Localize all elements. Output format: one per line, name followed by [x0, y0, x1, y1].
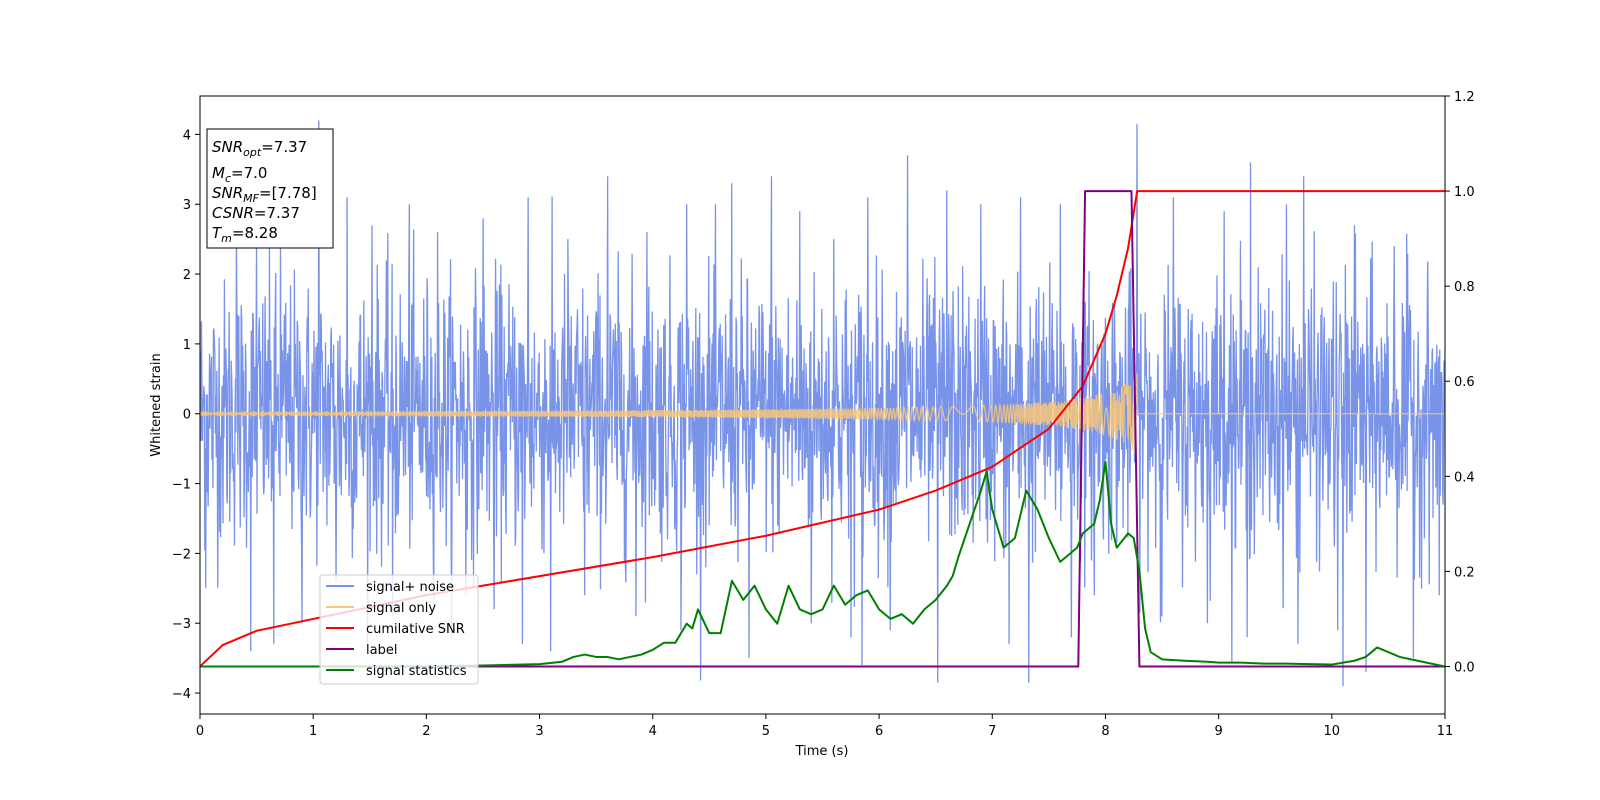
x-tick-label: 1 [309, 724, 317, 739]
signal-plus-noise-series [200, 120, 1445, 687]
signal-only-series [200, 372, 1445, 454]
x-axis-label: Time (s) [795, 744, 849, 759]
x-tick-label: 9 [1214, 724, 1222, 739]
info-snr-opt: SNRopt=7.37 [212, 138, 307, 159]
y-left-tick-label: 0 [183, 408, 191, 423]
signal-plus-noise-line [200, 120, 1445, 687]
legend-label: signal statistics [366, 664, 467, 679]
info-tm: Tm=8.28 [212, 224, 278, 245]
legend-label: label [366, 643, 397, 658]
x-tick-label: 10 [1324, 724, 1341, 739]
signal-statistics-line [200, 461, 1445, 668]
info-snr-mf: SNRMF=[7.78] [212, 184, 317, 205]
y-axis-left: −4 −3 −2 −1 0 1 2 3 4 [172, 128, 200, 702]
y-left-tick-label: −1 [172, 478, 191, 493]
y-right-tick-label: 0.2 [1454, 565, 1475, 580]
y-left-tick-label: 1 [183, 338, 191, 353]
x-tick-label: 5 [762, 724, 770, 739]
y-right-tick-label: 0.4 [1454, 470, 1475, 485]
info-csnr: CSNR=7.37 [212, 204, 300, 222]
x-tick-label: 0 [196, 724, 204, 739]
y-right-tick-label: 0.6 [1454, 375, 1475, 390]
y-right-tick-label: 0.8 [1454, 280, 1475, 295]
x-tick-label: 7 [988, 724, 996, 739]
y-left-tick-label: −2 [172, 547, 191, 562]
x-tick-label: 6 [875, 724, 883, 739]
plot-frame [199, 95, 1446, 715]
y-left-tick-label: 2 [183, 268, 191, 283]
legend-item-signal-statistics: signal statistics [326, 664, 467, 679]
info-mc: Mc=7.0 [212, 164, 267, 185]
y-left-tick-label: 4 [183, 128, 191, 143]
legend-label: cumilative SNR [366, 622, 465, 637]
legend-item-signal-noise: signal+ noise [326, 580, 454, 595]
legend-item-cumulative-snr: cumilative SNR [326, 622, 465, 637]
x-tick-label: 2 [422, 724, 430, 739]
legend-frame [319, 574, 479, 685]
label-line [200, 190, 1445, 668]
y-right-tick-label: 1.2 [1454, 90, 1475, 105]
y-left-tick-label: −4 [172, 687, 191, 702]
info-box: SNRopt=7.37 Mc=7.0 SNRMF=[7.78] CSNR=7.3… [206, 128, 334, 249]
signal-only-line [200, 372, 1445, 454]
legend-label: signal+ noise [366, 580, 454, 595]
y-right-tick-label: 0.0 [1454, 660, 1475, 675]
legend-item-label: label [326, 643, 397, 658]
x-tick-label: 8 [1101, 724, 1109, 739]
legend: signal+ noise signal only cumilative SNR… [319, 574, 479, 685]
x-tick-label: 11 [1437, 724, 1454, 739]
y-left-tick-label: −3 [172, 617, 191, 632]
y-right-tick-label: 1.0 [1454, 185, 1475, 200]
x-axis: 0 1 2 3 4 5 6 7 8 9 10 11 [196, 714, 1453, 739]
x-tick-label: 3 [535, 724, 543, 739]
cumulative-snr-line [200, 190, 1445, 668]
overlay-lines [200, 190, 1445, 668]
y-left-tick-label: 3 [183, 198, 191, 213]
x-tick-label: 4 [649, 724, 657, 739]
y-axis-right: 0.0 0.2 0.4 0.6 0.8 1.0 1.2 [1445, 90, 1475, 675]
y-axis-label-left: Whitened strain [149, 353, 164, 456]
info-box-frame [206, 128, 334, 249]
plot-area [200, 120, 1445, 687]
legend-label: signal only [366, 601, 436, 616]
legend-item-signal-only: signal only [326, 601, 436, 616]
